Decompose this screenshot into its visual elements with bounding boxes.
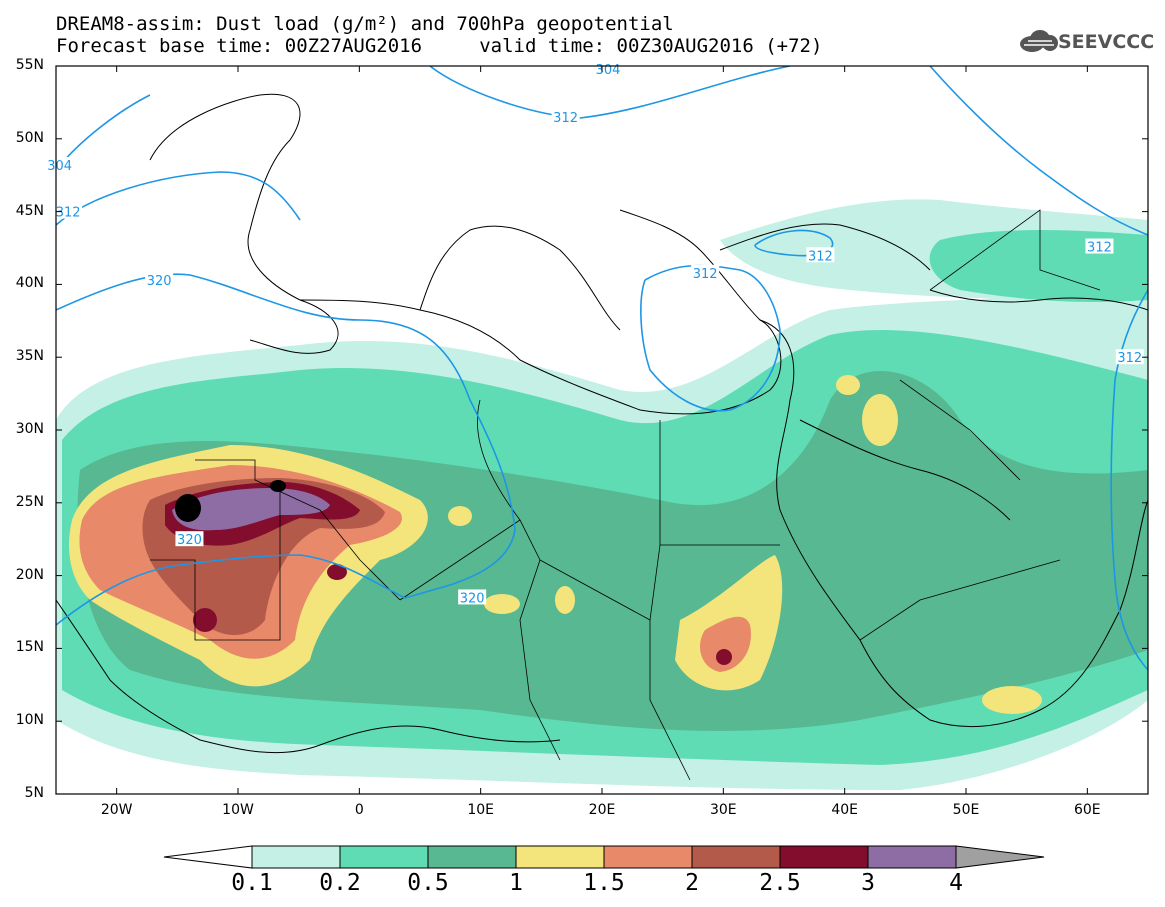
contour-label-bg: [175, 531, 204, 547]
latitude-label: 35N: [15, 348, 44, 365]
contour-label-bg: [551, 108, 580, 124]
contour-label: 304: [594, 60, 623, 78]
longitude-label: 10W: [222, 802, 254, 818]
contour-label: 312: [806, 247, 835, 264]
title-line-1: DREAM8-assim: Dust load (g/m²) and 700hP…: [56, 13, 674, 35]
colorbar: [163, 845, 1045, 869]
latitude-label: 5N: [24, 785, 44, 801]
dust-level-2.5-mali: [327, 564, 347, 580]
colorbar-swatch: [779, 845, 869, 869]
axis-ticks: [56, 65, 1148, 795]
coastlines: [56, 93, 1148, 754]
contour-label: 320: [458, 589, 487, 606]
dust-level-2.5-south: [193, 608, 217, 632]
latitude-label: 25N: [15, 493, 44, 510]
contour-label: 320: [145, 272, 174, 289]
contour-label-bg: [691, 264, 720, 280]
dust-level-0.5: [77, 371, 1148, 731]
dust-level-1-algeria: [448, 506, 472, 526]
contour-label-text: 320: [177, 533, 202, 548]
colorbar-label: 3: [861, 870, 875, 896]
contour-label-text: 304: [596, 63, 621, 78]
latitude-label: 15N: [15, 639, 44, 656]
colorbar-label: 4: [949, 870, 963, 896]
contour-label-text: 304: [47, 159, 72, 174]
contour-labels: 304 312 304 312 320 312 312 312 312 320 320: [45, 60, 1144, 606]
contour-label-bg: [1115, 349, 1144, 365]
geopotential-contours: [56, 66, 1148, 671]
colorbar-label: 2: [685, 870, 699, 896]
contour-label: 320: [175, 531, 204, 548]
dust-level-1-iraq: [862, 394, 898, 446]
contour-label: 304: [45, 157, 74, 174]
colorbar-under-triangle: [163, 845, 253, 869]
longitude-label: 40E: [831, 802, 858, 818]
contour-label-bg: [806, 247, 835, 263]
latitude-label: 45N: [15, 202, 44, 219]
dust-level-1-yemen: [982, 686, 1042, 714]
contour-label-bg: [458, 589, 487, 605]
contour-label-text: 312: [693, 267, 718, 282]
contour-label-bg: [1085, 238, 1114, 254]
contour-label-text: 312: [1087, 241, 1112, 256]
contour-label: 312: [551, 108, 580, 126]
colorbar-swatch: [867, 845, 957, 869]
latitude-label: 50N: [15, 129, 44, 146]
colorbar-label: 2.5: [759, 870, 801, 896]
contour-label-bg: [594, 60, 623, 76]
contour-label-text: 312: [56, 206, 81, 221]
dust-level-4: [175, 494, 201, 522]
colorbar-swatch: [691, 845, 781, 869]
colorbar-label: 0.5: [407, 870, 449, 896]
dust-level-1-arabia: [836, 375, 860, 395]
contour-label: 312: [1115, 349, 1144, 366]
longitude-label: 50E: [952, 802, 980, 818]
latitude-label: 30N: [15, 421, 44, 437]
contour-label-text: 320: [460, 591, 485, 606]
longitude-label: 60E: [1073, 802, 1101, 818]
dust-level-1-libya: [555, 586, 575, 614]
contour-label-text: 320: [147, 274, 172, 289]
contour-label-bg: [54, 203, 83, 219]
contour-label-text: 312: [553, 111, 578, 126]
colorbar-swatch: [339, 845, 429, 869]
longitude-label: 30E: [709, 802, 737, 818]
latitude-label: 55N: [15, 57, 44, 73]
contour-label-bg: [145, 272, 174, 288]
longitude-label: 20E: [588, 802, 616, 818]
contour-label-text: 312: [808, 249, 833, 264]
contour-label: 312: [691, 264, 720, 282]
dust-level-3: [172, 488, 330, 531]
colorbar-label: 1: [509, 870, 523, 896]
dust-level-1-chad: [484, 594, 520, 614]
colorbar-swatch: [427, 845, 517, 869]
logo-text: SEEVCCC: [1058, 31, 1155, 53]
contour-label-bg: [45, 157, 74, 173]
contour-label: 312: [1085, 238, 1114, 256]
longitude-label: 10E: [467, 802, 494, 818]
colorbar-swatch: [603, 845, 693, 869]
latitude-label: 10N: [15, 712, 44, 729]
longitude-label: 0: [354, 802, 364, 818]
colorbar-label: 0.2: [319, 870, 361, 896]
title-line-2: Forecast base time: 00Z27AUG2016 valid t…: [56, 35, 823, 57]
longitude-label: 20W: [100, 802, 133, 818]
colorbar-over-triangle: [955, 845, 1045, 869]
colorbar-label: 0.1: [231, 870, 273, 896]
borders: [150, 209, 1101, 781]
contour-label-text: 312: [1117, 351, 1142, 366]
dust-level-2.5-sudan: [716, 649, 732, 665]
colorbar-swatch: [251, 845, 341, 869]
colorbar-swatch: [515, 845, 605, 869]
dust-level-1.5-sudan: [700, 616, 751, 672]
colorbar-label: 1.5: [583, 870, 625, 896]
latitude-label: 40N: [15, 275, 44, 292]
contour-label: 312: [54, 203, 83, 221]
latitude-label: 20N: [15, 566, 44, 583]
cloud-icon: [1020, 30, 1058, 52]
